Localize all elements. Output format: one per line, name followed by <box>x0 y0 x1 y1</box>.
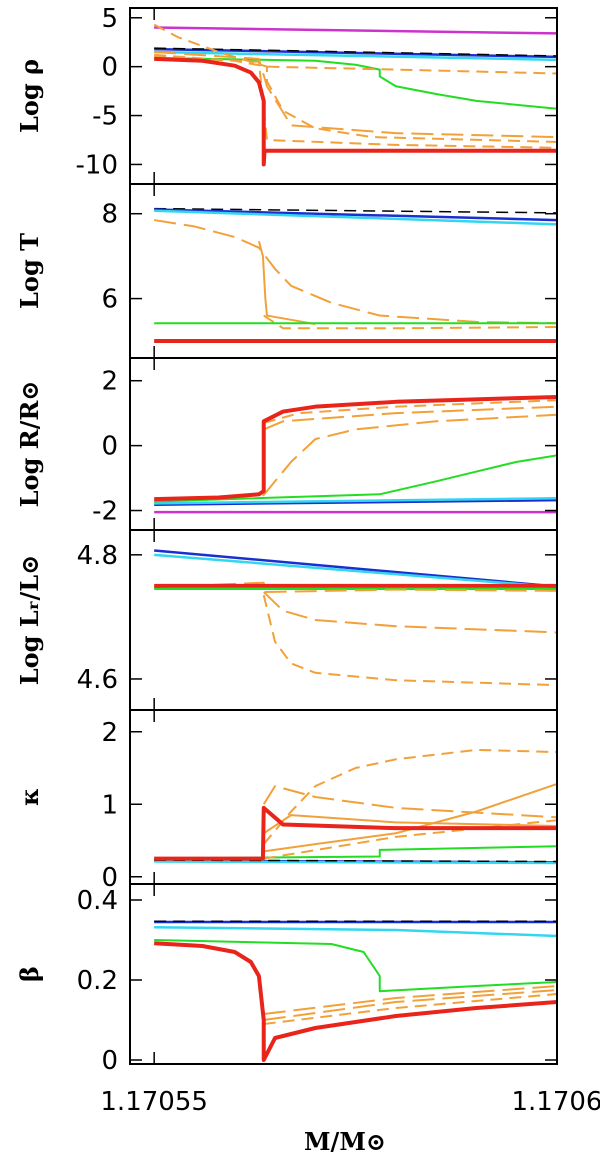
y-axis-label-opacity: κ <box>15 788 44 806</box>
series-temperature-orange-1 <box>154 219 557 325</box>
panel-radius: 2 0 -2 Log R/R⊙ <box>15 357 558 531</box>
series-radius-cyan <box>154 496 557 505</box>
y-axis-label-luminosity: Log Lᵣ/L⊙ <box>15 555 44 686</box>
series-density-orange-3 <box>154 51 557 139</box>
series-opacity-orange-2 <box>262 785 557 819</box>
y-tick-label-opacity: 0 <box>101 863 118 893</box>
series-temperature-cyan <box>154 209 557 226</box>
series-density-orange-4 <box>154 55 557 149</box>
series-luminosity-orange-3 <box>262 594 557 687</box>
series-density-cyan <box>154 50 557 62</box>
y-axis-label-temperature: Log T <box>15 233 44 309</box>
series-radius-orange-2 <box>263 405 557 431</box>
series-opacity-orange-1 <box>262 748 557 845</box>
panel-temperature-series <box>154 207 557 344</box>
series-density-black-dashed <box>154 47 557 57</box>
y-tick-label-luminosity: 4.6 <box>77 665 118 695</box>
series-beta-orange-3 <box>263 993 557 1025</box>
series-temperature-blue <box>154 208 557 222</box>
panels-layer: 5 0 -5 -10 Log ρ 8 6 Log T 2 0 -2 Log R/R⊙ 4.8 4.6 Log… <box>15 4 558 1076</box>
panel-opacity: 2 1 0 κ <box>15 709 558 893</box>
series-radius-orange-3 <box>263 399 557 424</box>
y-tick-label-density: -5 <box>92 102 118 132</box>
series-density-orange-2 <box>154 53 557 75</box>
series-beta-cyan <box>154 925 557 938</box>
panel-radius-series <box>154 394 557 514</box>
x-tick-label: 1.1706 <box>512 1087 600 1117</box>
panel-beta-series <box>154 920 557 1062</box>
panel-density: 5 0 -5 -10 Log ρ <box>15 4 558 185</box>
x-axis: 1.17055 1.1706 <box>100 1087 600 1117</box>
y-tick-label-temperature: 8 <box>101 200 118 230</box>
series-density-blue <box>154 47 557 59</box>
panel-temperature: 8 6 Log T <box>15 183 558 359</box>
series-radius-green <box>154 454 557 503</box>
y-axis-label-beta: β <box>15 966 44 982</box>
y-tick-label-opacity: 2 <box>101 718 118 748</box>
series-luminosity-cyan <box>154 553 557 589</box>
series-temperature-orange-3 <box>263 314 557 330</box>
series-beta-orange-1 <box>263 985 557 1015</box>
panel-opacity-series <box>154 748 557 865</box>
y-tick-label-opacity: 1 <box>101 790 118 820</box>
series-density-magenta <box>154 26 557 35</box>
x-tick-label: 1.17055 <box>100 1087 208 1117</box>
series-opacity-cyan <box>154 860 557 865</box>
series-beta-green <box>154 939 557 993</box>
y-tick-label-density: -10 <box>76 150 118 180</box>
panel-density-series <box>153 23 557 167</box>
series-radius-blue <box>154 498 557 506</box>
y-tick-label-beta: 0 <box>101 1046 118 1076</box>
y-tick-label-beta: 0.2 <box>77 966 118 996</box>
y-tick-label-temperature: 6 <box>101 285 118 315</box>
panel-beta-frame <box>129 883 558 1065</box>
series-beta-orange-2 <box>263 989 557 1021</box>
x-axis-label: M/M⊙ <box>304 1127 386 1156</box>
y-axis-label-density: Log ρ <box>15 59 44 133</box>
panel-density-frame <box>129 7 558 185</box>
y-tick-label-density: 0 <box>101 53 118 83</box>
y-tick-label-density: 5 <box>101 4 118 34</box>
series-temperature-black-dashed <box>154 207 557 214</box>
series-radius-orange-1 <box>262 413 557 497</box>
series-opacity-orange-4 <box>263 783 557 853</box>
series-opacity-red <box>154 805 557 861</box>
y-tick-label-beta: 0.4 <box>77 886 118 916</box>
series-opacity-orange-5 <box>263 819 557 860</box>
y-tick-label-radius: 2 <box>101 367 118 397</box>
series-luminosity-orange-2 <box>263 591 557 634</box>
series-density-green <box>154 56 557 110</box>
y-tick-label-radius: 0 <box>101 432 118 462</box>
series-beta-red <box>154 941 557 1062</box>
y-axis-label-radius: Log R/R⊙ <box>15 381 44 508</box>
series-radius-red <box>154 394 557 502</box>
series-opacity-orange-3 <box>263 814 557 835</box>
panel-beta: 0.4 0.2 0 β <box>15 883 558 1076</box>
y-tick-label-luminosity: 4.8 <box>77 541 118 571</box>
series-density-red <box>154 56 557 167</box>
series-density-orange-1 <box>153 23 557 143</box>
panel-luminosity-series <box>154 549 557 687</box>
panel-luminosity: 4.8 4.6 Log Lᵣ/L⊙ <box>15 529 558 711</box>
y-tick-label-radius: -2 <box>92 497 118 527</box>
series-temperature-orange-2 <box>257 241 316 326</box>
